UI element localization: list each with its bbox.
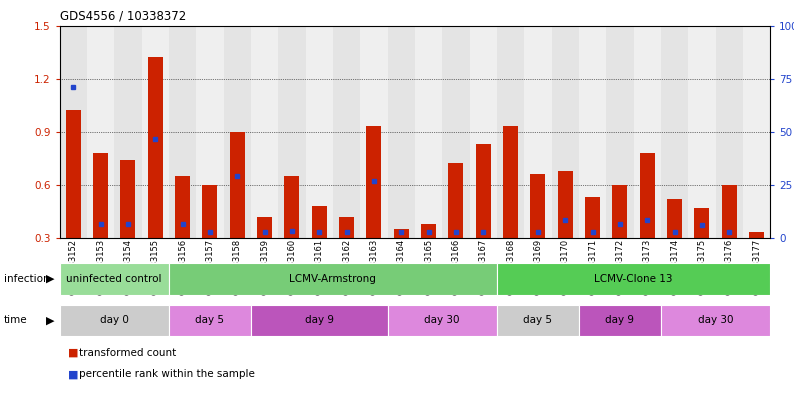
Bar [278,26,306,238]
Text: GDS4556 / 10338372: GDS4556 / 10338372 [60,10,186,23]
Bar [306,26,333,238]
Bar [743,26,770,238]
Bar [251,305,387,336]
Text: day 30: day 30 [698,315,734,325]
Bar [715,26,743,238]
Bar [169,305,251,336]
Bar [640,153,655,238]
Bar [224,26,251,238]
Bar [579,26,606,238]
Text: day 9: day 9 [305,315,333,325]
Text: uninfected control: uninfected control [67,274,162,284]
Bar [497,26,524,238]
Bar [442,26,469,238]
Text: day 0: day 0 [100,315,129,325]
Bar [114,26,141,238]
Text: time: time [4,315,28,325]
Bar [421,224,436,238]
Text: day 5: day 5 [523,315,553,325]
Bar [312,206,326,238]
Bar [196,26,224,238]
Bar [148,57,163,238]
Text: day 5: day 5 [195,315,225,325]
Bar [387,305,497,336]
Bar [175,176,190,238]
Bar [661,26,688,238]
Bar [749,232,764,238]
Text: percentile rank within the sample: percentile rank within the sample [79,369,256,379]
Bar [141,26,169,238]
Bar [202,185,218,238]
Bar [449,163,464,238]
Bar [688,26,715,238]
Bar [93,153,108,238]
Bar [667,199,682,238]
Bar [284,176,299,238]
Text: ■: ■ [67,369,78,379]
Bar [524,26,552,238]
Bar [530,174,545,238]
Bar [552,26,579,238]
Text: ▶: ▶ [46,274,55,284]
Bar [557,171,572,238]
Text: ■: ■ [67,348,78,358]
Bar [229,132,245,238]
Bar [585,197,600,238]
Bar [60,26,87,238]
Bar [87,26,114,238]
Bar [415,26,442,238]
Text: ▶: ▶ [46,315,55,325]
Bar [339,217,354,238]
Bar [661,305,770,336]
Bar [694,208,709,238]
Bar [60,305,169,336]
Bar [394,229,409,238]
Bar [634,26,661,238]
Bar [60,263,169,295]
Bar [476,144,491,238]
Bar [360,26,387,238]
Text: infection: infection [4,274,49,284]
Bar [469,26,497,238]
Bar [606,26,634,238]
Bar [497,305,579,336]
Bar [66,110,81,238]
Text: day 30: day 30 [425,315,460,325]
Bar [503,126,518,238]
Bar [251,26,278,238]
Bar [333,26,360,238]
Bar [121,160,136,238]
Text: transformed count: transformed count [79,348,176,358]
Text: LCMV-Armstrong: LCMV-Armstrong [290,274,376,284]
Bar [366,126,381,238]
Bar [497,263,770,295]
Bar [387,26,415,238]
Text: LCMV-Clone 13: LCMV-Clone 13 [594,274,673,284]
Bar [169,26,196,238]
Bar [722,185,737,238]
Bar [579,305,661,336]
Bar [612,185,627,238]
Bar [257,217,272,238]
Bar [169,263,497,295]
Text: day 9: day 9 [605,315,634,325]
